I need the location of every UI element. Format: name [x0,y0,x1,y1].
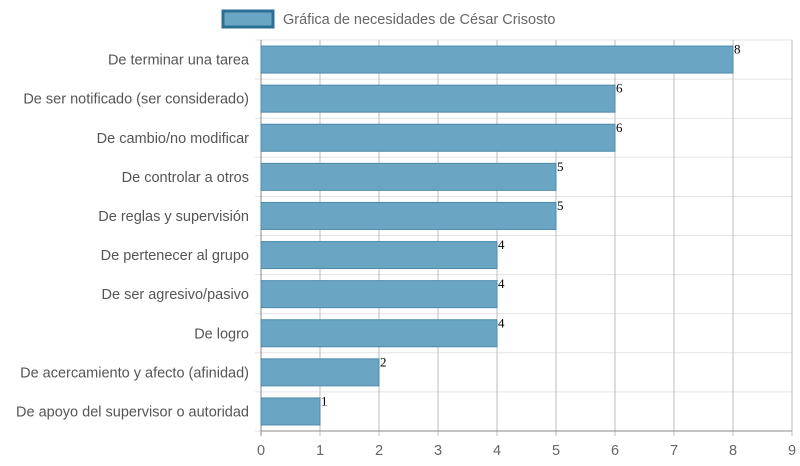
data-labels: 8 6 6 5 5 4 4 4 2 1 [321,42,741,409]
data-label: 6 [616,120,623,135]
category-labels: De terminar una tarea De ser notificado (… [16,53,250,421]
bar[interactable] [260,358,380,387]
bar[interactable] [260,319,498,348]
bar[interactable] [260,280,498,309]
category-label: De cambio/no modificar [97,131,249,147]
x-tick-label: 6 [611,443,619,459]
category-label: De pertenecer al grupo [101,248,249,264]
chart-legend[interactable]: Gráfica de necesidades de César Crisosto [221,9,555,29]
category-label: De apoyo del supervisor o autoridad [16,404,249,420]
bar[interactable] [260,201,557,230]
x-tick-label: 2 [375,443,383,459]
bar[interactable] [260,45,734,74]
x-tick-label: 5 [552,443,560,459]
legend-swatch [221,9,275,29]
x-tick-label: 1 [316,443,324,459]
bar[interactable] [260,162,557,191]
x-axis-tick-labels: 0 1 2 3 4 5 6 7 8 9 [257,443,796,459]
legend-label: Gráfica de necesidades de César Crisosto [283,12,555,28]
data-label: 4 [498,276,505,291]
data-label: 5 [557,159,564,174]
bar[interactable] [260,241,498,270]
bar[interactable] [260,397,321,426]
x-tick-label: 8 [729,443,737,459]
data-label: 2 [380,354,387,369]
category-label: De acercamiento y afecto (afinidad) [20,365,249,381]
category-label: De ser agresivo/pasivo [102,287,250,303]
x-tick-label: 0 [257,443,265,459]
category-label: De logro [194,326,249,342]
category-label: De terminar una tarea [108,53,250,69]
bar[interactable] [260,123,616,152]
x-tick-label: 9 [788,443,796,459]
bar[interactable] [260,84,616,113]
data-label: 1 [321,393,328,408]
category-label: De controlar a otros [122,170,249,186]
category-label: De ser notificado (ser considerado) [23,92,249,108]
data-label: 5 [557,198,564,213]
x-tick-label: 4 [493,443,501,459]
x-tick-label: 7 [670,443,678,459]
bars [260,45,734,426]
data-label: 4 [498,237,505,252]
x-tick-label: 3 [434,443,442,459]
data-label: 8 [734,42,741,57]
category-label: De reglas y supervisión [98,209,249,225]
data-label: 6 [616,81,623,96]
data-label: 4 [498,315,505,330]
